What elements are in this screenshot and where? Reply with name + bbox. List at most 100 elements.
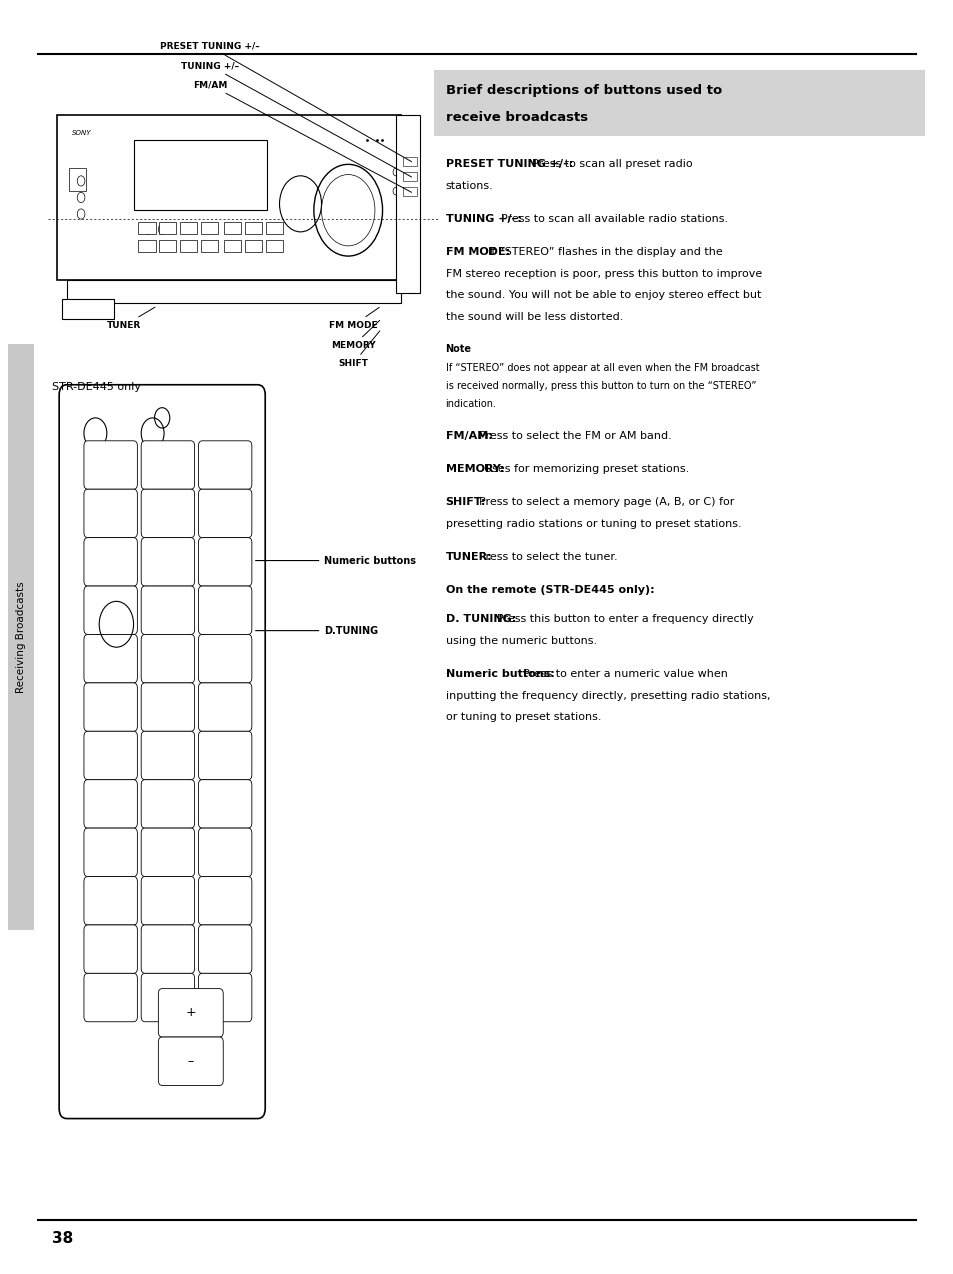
Bar (201, 222, 218, 234)
Bar (402, 172, 416, 181)
FancyBboxPatch shape (84, 634, 137, 683)
Bar (67, 280, 400, 303)
Text: SHIFT:: SHIFT: (445, 497, 485, 507)
FancyBboxPatch shape (198, 441, 252, 489)
Text: Brief descriptions of buttons used to: Brief descriptions of buttons used to (445, 84, 721, 97)
FancyBboxPatch shape (84, 586, 137, 634)
FancyBboxPatch shape (198, 586, 252, 634)
Bar (395, 115, 419, 293)
FancyBboxPatch shape (141, 538, 194, 586)
Text: Receiving Broadcasts: Receiving Broadcasts (16, 581, 26, 693)
Text: Press to scan all available radio stations.: Press to scan all available radio statio… (494, 214, 727, 224)
FancyBboxPatch shape (158, 1037, 223, 1085)
FancyBboxPatch shape (84, 828, 137, 877)
FancyBboxPatch shape (198, 828, 252, 877)
Text: Press to scan all preset radio: Press to scan all preset radio (525, 159, 692, 169)
FancyBboxPatch shape (84, 925, 137, 973)
Text: Numeric buttons:: Numeric buttons: (445, 669, 554, 679)
Text: FM/AM: FM/AM (193, 80, 411, 192)
Text: Press to select the tuner.: Press to select the tuner. (472, 552, 617, 562)
FancyBboxPatch shape (141, 780, 194, 828)
Bar (266, 222, 283, 234)
Text: SONY: SONY (71, 130, 91, 136)
Text: If “STEREO” does not appear at all even when the FM broadcast: If “STEREO” does not appear at all even … (445, 363, 759, 373)
Bar (180, 222, 197, 234)
FancyBboxPatch shape (198, 634, 252, 683)
Text: indication.: indication. (445, 399, 496, 409)
Text: FM stereo reception is poor, press this button to improve: FM stereo reception is poor, press this … (445, 269, 760, 279)
Text: or tuning to preset stations.: or tuning to preset stations. (445, 712, 600, 722)
Text: receive broadcasts: receive broadcasts (445, 111, 587, 124)
FancyBboxPatch shape (84, 683, 137, 731)
Bar (434, 70, 924, 136)
Text: Press to select a memory page (A, B, or C) for: Press to select a memory page (A, B, or … (472, 497, 734, 507)
Text: D.TUNING: D.TUNING (255, 626, 378, 636)
Text: On the remote (STR-DE445 only):: On the remote (STR-DE445 only): (445, 585, 654, 595)
Bar (245, 222, 262, 234)
Text: TUNER:: TUNER: (445, 552, 492, 562)
FancyBboxPatch shape (141, 731, 194, 780)
FancyBboxPatch shape (84, 731, 137, 780)
Bar (8, 344, 34, 930)
Text: STR-DE445 only: STR-DE445 only (52, 382, 141, 392)
Text: –: – (188, 1055, 193, 1068)
FancyBboxPatch shape (198, 780, 252, 828)
Text: TUNING +/–:: TUNING +/–: (445, 214, 520, 224)
Text: presetting radio stations or tuning to preset stations.: presetting radio stations or tuning to p… (445, 519, 740, 529)
Text: FM/AM:: FM/AM: (445, 431, 492, 441)
Bar (402, 157, 416, 166)
Bar (69, 168, 86, 191)
FancyBboxPatch shape (198, 683, 252, 731)
FancyBboxPatch shape (198, 925, 252, 973)
Bar (159, 240, 176, 252)
FancyBboxPatch shape (141, 973, 194, 1022)
FancyBboxPatch shape (198, 489, 252, 538)
Text: Press this button to enter a frequency directly: Press this button to enter a frequency d… (489, 614, 753, 624)
FancyBboxPatch shape (141, 877, 194, 925)
Bar (266, 240, 283, 252)
Text: +: + (185, 1006, 196, 1019)
Text: MEMORY:: MEMORY: (445, 464, 503, 474)
FancyBboxPatch shape (198, 973, 252, 1022)
Text: 38: 38 (52, 1231, 73, 1246)
Bar (201, 240, 218, 252)
Bar (245, 240, 262, 252)
FancyBboxPatch shape (158, 989, 223, 1037)
Text: using the numeric buttons.: using the numeric buttons. (445, 636, 596, 646)
Bar (159, 222, 176, 234)
Bar (224, 222, 241, 234)
FancyBboxPatch shape (84, 538, 137, 586)
Text: MEMORY: MEMORY (331, 321, 379, 350)
Text: Note: Note (445, 344, 471, 354)
Bar (57, 115, 400, 280)
Bar (224, 240, 241, 252)
FancyBboxPatch shape (141, 586, 194, 634)
Text: D. TUNING:: D. TUNING: (445, 614, 516, 624)
FancyBboxPatch shape (84, 489, 137, 538)
Text: If “STEREO” flashes in the display and the: If “STEREO” flashes in the display and t… (480, 247, 722, 257)
Text: TUNER: TUNER (107, 307, 154, 330)
FancyBboxPatch shape (84, 780, 137, 828)
Bar (180, 240, 197, 252)
FancyBboxPatch shape (84, 441, 137, 489)
FancyBboxPatch shape (141, 828, 194, 877)
FancyBboxPatch shape (198, 538, 252, 586)
FancyBboxPatch shape (141, 634, 194, 683)
Bar (133, 140, 267, 210)
Text: FM MODE:: FM MODE: (445, 247, 509, 257)
Text: SHIFT: SHIFT (337, 331, 379, 368)
Text: Uses for memorizing preset stations.: Uses for memorizing preset stations. (476, 464, 688, 474)
FancyBboxPatch shape (141, 925, 194, 973)
Text: inputting the frequency directly, presetting radio stations,: inputting the frequency directly, preset… (445, 691, 769, 701)
FancyBboxPatch shape (59, 385, 265, 1119)
FancyBboxPatch shape (198, 877, 252, 925)
Text: TUNING +/–: TUNING +/– (181, 61, 411, 177)
FancyBboxPatch shape (84, 877, 137, 925)
FancyBboxPatch shape (198, 731, 252, 780)
Text: PRESET TUNING +/–: PRESET TUNING +/– (160, 42, 411, 162)
Text: FM MODE: FM MODE (329, 307, 379, 330)
FancyBboxPatch shape (141, 683, 194, 731)
FancyBboxPatch shape (141, 441, 194, 489)
FancyBboxPatch shape (141, 489, 194, 538)
Bar (138, 222, 155, 234)
